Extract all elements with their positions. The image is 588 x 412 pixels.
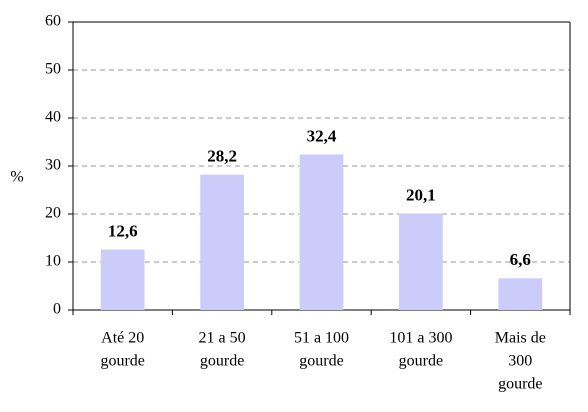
y-tick-label: 20	[45, 205, 61, 222]
bar	[399, 213, 443, 310]
x-tick-label: 21 a 50	[199, 330, 246, 347]
x-tick-label: 101 a 300	[389, 330, 452, 347]
y-tick-label: 30	[45, 157, 61, 174]
x-tick-label: Até 20	[101, 330, 144, 347]
x-tick-label: gourde	[399, 353, 443, 370]
y-tick-label: 0	[53, 301, 61, 318]
bar	[299, 154, 344, 310]
bar	[100, 249, 145, 310]
x-tick-label: 51 a 100	[294, 330, 349, 347]
bar	[200, 174, 244, 310]
x-tick-label: gourde	[299, 353, 343, 370]
x-tick-label: 300	[508, 353, 532, 370]
x-tick-label: gourde	[498, 376, 542, 393]
y-axis-label: %	[10, 169, 23, 186]
x-tick-label: gourde	[200, 353, 244, 370]
value-label: 20,1	[406, 185, 436, 204]
y-tick-label: 40	[45, 109, 61, 126]
bar	[498, 278, 543, 310]
value-label: 32,4	[307, 126, 337, 145]
x-tick-label: gourde	[100, 353, 144, 370]
value-label: 12,6	[108, 221, 138, 240]
x-tick-label: Mais de	[495, 330, 546, 347]
y-tick-label: 10	[45, 253, 61, 270]
value-label: 6,6	[510, 250, 531, 269]
value-label: 28,2	[207, 147, 237, 166]
y-tick-label: 60	[45, 13, 61, 30]
y-tick-label: 50	[45, 61, 61, 78]
